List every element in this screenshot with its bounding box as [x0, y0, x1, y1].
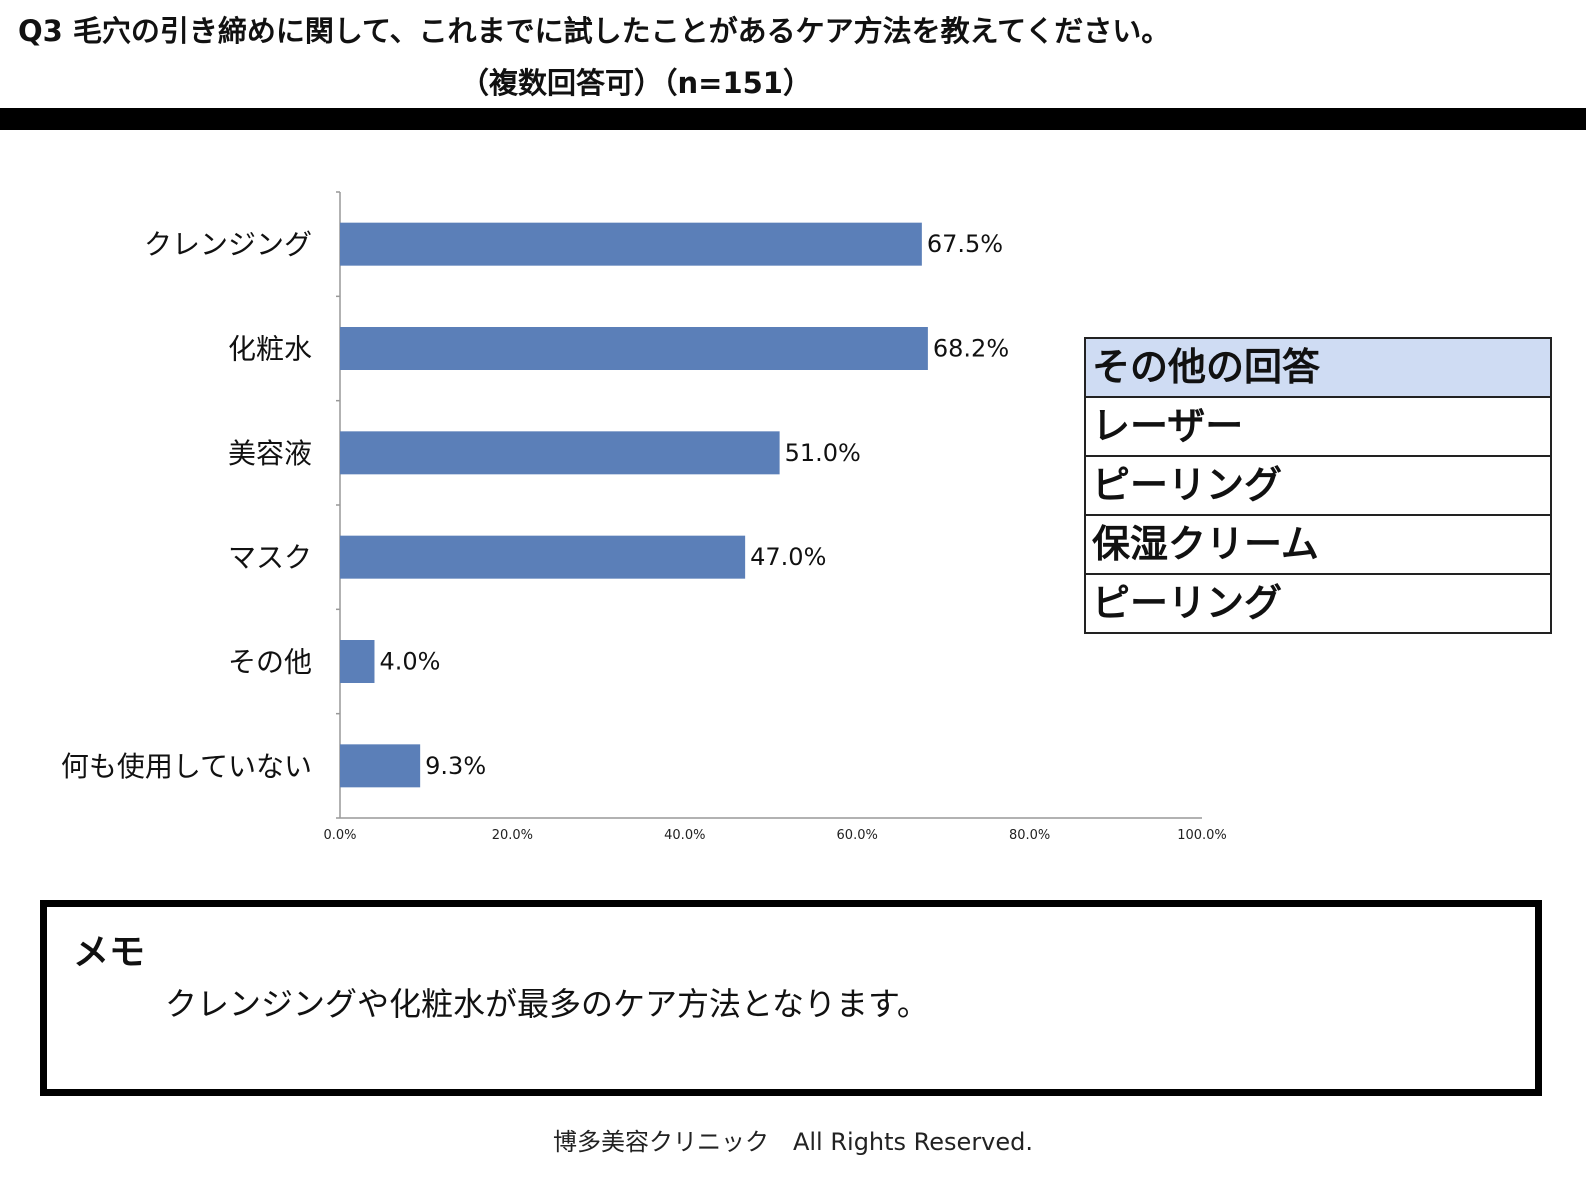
x-tick-label: 40.0% — [664, 828, 705, 843]
data-label: 47.0% — [750, 543, 826, 571]
category-label: 化粧水 — [228, 333, 312, 366]
bar-chart: 0.0% 20.0% 40.0% 60.0% 80.0% 100.0% クレンジング 67.5… — [61, 191, 1227, 843]
other-answer-row: ピーリング — [1084, 573, 1552, 634]
other-answers-table: その他の回答 レーザー ピーリング 保湿クリーム ピーリング — [1084, 337, 1552, 634]
bar — [340, 640, 375, 683]
bar — [340, 431, 780, 475]
category-label: その他 — [228, 646, 312, 679]
other-answer-item: 保湿クリーム — [1084, 514, 1552, 575]
data-label: 9.3% — [425, 752, 486, 780]
data-label: 51.0% — [785, 439, 861, 467]
copyright-footer: 博多美容クリニック All Rights Reserved. — [552, 1128, 1034, 1156]
data-label: 67.5% — [927, 230, 1003, 258]
category-label: クレンジング — [144, 228, 312, 261]
bar — [340, 222, 922, 266]
bar — [340, 535, 746, 579]
x-tick-label: 0.0% — [323, 828, 356, 843]
bar — [340, 744, 421, 788]
data-label: 4.0% — [379, 648, 440, 676]
data-label: 68.2% — [933, 335, 1009, 363]
memo-title: メモ — [73, 932, 146, 973]
other-answer-item: ピーリング — [1084, 455, 1552, 516]
other-answers-header-row: その他の回答 — [1084, 337, 1552, 398]
category-label: マスク — [228, 541, 312, 574]
title-divider — [0, 108, 1586, 130]
question-subtitle: （複数回答可）（n=151） — [460, 66, 812, 100]
other-answer-item: ピーリング — [1084, 573, 1552, 634]
other-answer-item: レーザー — [1084, 396, 1552, 457]
bar — [340, 327, 928, 370]
x-tick-label: 100.0% — [1177, 828, 1227, 843]
category-label: 美容液 — [228, 437, 312, 470]
question-title: Q3 毛穴の引き締めに関して、これまでに試したことがあるケア方法を教えてください… — [18, 14, 1171, 48]
other-answer-row: ピーリング — [1084, 455, 1552, 516]
category-label: 何も使用していない — [61, 750, 312, 783]
other-answer-row: 保湿クリーム — [1084, 514, 1552, 575]
memo-box: メモ クレンジングや化粧水が最多のケア方法となります。 — [40, 900, 1542, 1096]
x-tick-label: 20.0% — [492, 828, 533, 843]
x-tick-label: 60.0% — [837, 828, 878, 843]
x-tick-label: 80.0% — [1009, 828, 1050, 843]
other-answer-row: レーザー — [1084, 396, 1552, 457]
other-answers-header: その他の回答 — [1084, 337, 1552, 398]
memo-text: クレンジングや化粧水が最多のケア方法となります。 — [165, 985, 929, 1023]
